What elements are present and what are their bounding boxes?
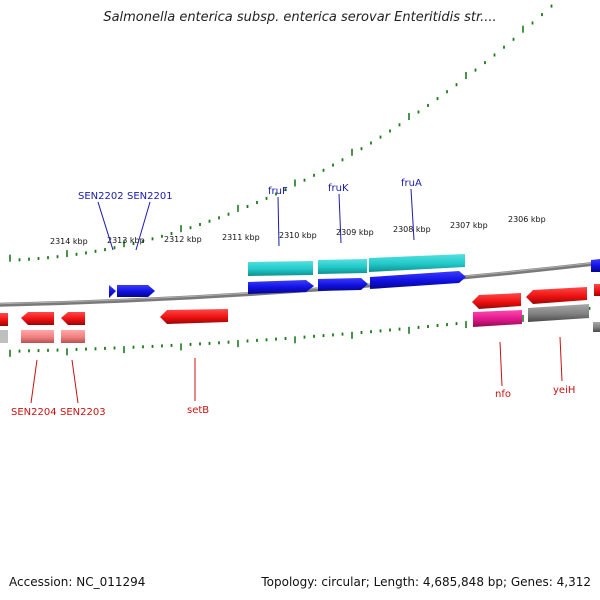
- gene-arrow-yeiH[interactable]: [526, 287, 587, 304]
- scale-label: 2313 kbp: [107, 236, 145, 245]
- scale-label: 2314 kbp: [50, 237, 88, 246]
- gene-arrow-fruK[interactable]: [318, 278, 368, 291]
- gene-label-SEN2202[interactable]: SEN2202: [78, 191, 124, 202]
- scale-label: 2306 kbp: [508, 215, 546, 224]
- feature-track-lower: [0, 304, 600, 343]
- feature-block-salmon: [61, 330, 85, 343]
- gene-label-SEN2204[interactable]: SEN2204: [11, 407, 57, 418]
- scale-label: 2311 kbp: [222, 233, 260, 242]
- cds-track-forward[interactable]: [109, 259, 600, 298]
- gene-label-SEN2201[interactable]: SEN2201: [127, 191, 173, 202]
- gene-arrow-fruA[interactable]: [370, 271, 466, 289]
- feature-block-gray: [528, 304, 589, 322]
- feature-block: [248, 261, 313, 276]
- gene-label-fruA[interactable]: fruA: [401, 178, 422, 189]
- feature-block-pink: [473, 310, 522, 327]
- gene-arrow-SEN2204[interactable]: [21, 312, 54, 325]
- gene-arrow-offscreen-right[interactable]: [594, 284, 600, 296]
- gene-arrow-SEN2203[interactable]: [61, 312, 85, 325]
- gene-arrow-nfo[interactable]: [472, 293, 521, 309]
- gene-arrow-setB[interactable]: [160, 309, 228, 324]
- gene-label-setB[interactable]: setB: [187, 405, 209, 416]
- cds-track-reverse[interactable]: [0, 284, 600, 326]
- genome-summary-label: Topology: circular; Length: 4,685,848 bp…: [261, 575, 591, 589]
- gene-arrow-fruF[interactable]: [248, 280, 314, 294]
- gene-arrow-offscreen[interactable]: [591, 259, 600, 272]
- feature-block: [318, 259, 367, 274]
- map-title: Salmonella enterica subsp. enterica sero…: [103, 10, 497, 25]
- scale-label: 2309 kbp: [336, 228, 374, 237]
- scale-label: 2310 kbp: [279, 231, 317, 240]
- gene-label-fruF[interactable]: fruF: [268, 186, 288, 197]
- gene-label-yeiH[interactable]: yeiH: [553, 385, 575, 396]
- accession-label: Accession: NC_011294: [9, 575, 146, 589]
- gene-arrow-SEN2202[interactable]: [109, 285, 116, 298]
- scale-label: 2308 kbp: [393, 225, 431, 234]
- gene-label-fruK[interactable]: fruK: [328, 183, 349, 194]
- feature-block-salmon: [21, 330, 54, 343]
- forward-leader-lines: [97, 188, 415, 251]
- feature-track-cyan: [248, 254, 465, 276]
- gene-label-nfo[interactable]: nfo: [495, 389, 511, 400]
- scale-label: 2312 kbp: [164, 235, 202, 244]
- gene-arrow-SEN2201[interactable]: [117, 285, 155, 297]
- gene-arrow-SEN2205[interactable]: [0, 313, 8, 326]
- feature-block: [369, 254, 465, 272]
- feature-block-gray: [0, 330, 8, 343]
- scale-label: 2307 kbp: [450, 221, 488, 230]
- forward-scale-ticks: [9, 4, 553, 262]
- reverse-leader-lines: [30, 336, 563, 404]
- gene-label-SEN2203[interactable]: SEN2203: [60, 407, 106, 418]
- feature-block-gray: [593, 322, 600, 332]
